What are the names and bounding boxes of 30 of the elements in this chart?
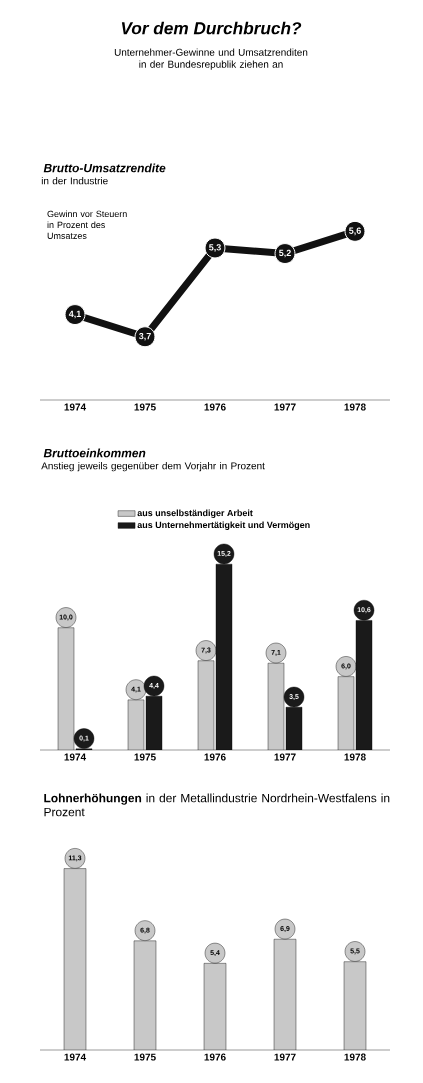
x-tick-label: 1977 [274,1053,296,1061]
x-tick-label: 1974 [64,753,87,761]
x-tick-label: 1974 [64,1053,87,1061]
x-tick-label: 1978 [344,403,366,411]
x-tick-label: 1975 [134,1053,156,1061]
chart-title: Bruttoeinkommen [43,448,146,458]
data-label: 5,6 [349,227,361,236]
chart-subtitle: in der Industrie [41,177,108,185]
chart-title: Brutto-Umsatzrendite [43,163,166,173]
x-tick-label: 1975 [134,753,156,761]
x-tick-label: 1976 [204,1053,226,1061]
data-label: 4,1 [68,310,81,319]
x-tick-label: 1975 [134,403,156,411]
data-label: 5,2 [279,249,291,258]
x-tick-label: 1976 [204,753,226,761]
text: Vor dem Durchbruch? [121,21,302,35]
text: Unternehmer-Gewinne und Umsatzrenditen in der Bundesrepublik ziehen an [114,48,308,70]
legend-label: aus Unternehmertätigkeit und Vermögen [137,521,310,530]
x-tick-label: 1974 [64,403,87,411]
chart-subtitle: Anstieg jeweils gegenüber dem Vorjahr in Prozent [41,462,265,472]
data-label: 3,7 [138,332,151,341]
x-tick-label: 1978 [344,1053,366,1061]
annotation: Gewinn vor Steuern in Prozent des Umsatzes [47,210,127,239]
x-tick-label: 1976 [204,403,226,411]
x-tick-label: 1977 [274,753,296,761]
legend-label: aus unselbständiger Arbeit [137,509,253,518]
x-tick-label: 1977 [274,403,296,411]
x-tick-label: 1978 [344,753,366,761]
chart-title: Lohnerhöhungen in der Metallindustrie Nordrhein-Westfalens in Prozent [44,793,390,817]
data-label: 5,3 [209,244,221,252]
